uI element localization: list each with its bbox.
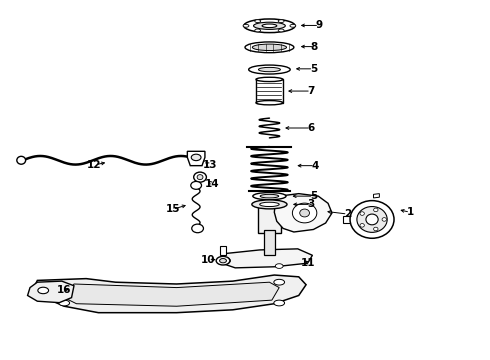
Text: 10: 10	[201, 255, 216, 265]
Ellipse shape	[360, 224, 365, 227]
Ellipse shape	[278, 20, 284, 23]
Text: 7: 7	[307, 86, 315, 96]
Ellipse shape	[194, 172, 206, 182]
FancyBboxPatch shape	[220, 246, 226, 255]
Ellipse shape	[260, 202, 279, 207]
Polygon shape	[373, 194, 379, 198]
Ellipse shape	[293, 203, 317, 223]
Ellipse shape	[366, 214, 378, 225]
Ellipse shape	[350, 201, 394, 238]
Ellipse shape	[220, 257, 230, 264]
Ellipse shape	[373, 208, 378, 212]
Ellipse shape	[243, 24, 249, 27]
Text: 6: 6	[307, 123, 315, 133]
Ellipse shape	[245, 42, 294, 53]
Ellipse shape	[252, 200, 287, 209]
Ellipse shape	[360, 212, 365, 215]
Text: 3: 3	[307, 199, 315, 210]
Ellipse shape	[253, 22, 285, 30]
Ellipse shape	[256, 100, 283, 105]
Text: 1: 1	[407, 207, 414, 217]
Ellipse shape	[191, 181, 201, 189]
Ellipse shape	[216, 256, 230, 265]
Text: 5: 5	[310, 191, 317, 201]
Ellipse shape	[382, 218, 387, 221]
Text: 14: 14	[204, 179, 219, 189]
Ellipse shape	[59, 285, 70, 291]
Text: 5: 5	[310, 64, 317, 74]
Ellipse shape	[220, 258, 226, 263]
Ellipse shape	[192, 224, 203, 233]
Text: 11: 11	[301, 258, 316, 268]
Polygon shape	[187, 151, 205, 166]
Text: 2: 2	[344, 209, 351, 219]
Text: 9: 9	[316, 21, 323, 31]
Ellipse shape	[373, 227, 378, 231]
Polygon shape	[64, 282, 279, 306]
Ellipse shape	[274, 300, 285, 306]
Ellipse shape	[278, 29, 284, 32]
Ellipse shape	[255, 20, 261, 23]
Ellipse shape	[258, 67, 280, 72]
FancyBboxPatch shape	[256, 80, 283, 103]
Text: 13: 13	[202, 160, 217, 170]
Ellipse shape	[244, 19, 295, 33]
Polygon shape	[34, 275, 306, 313]
Ellipse shape	[255, 29, 261, 32]
FancyBboxPatch shape	[264, 230, 275, 255]
Ellipse shape	[357, 207, 387, 232]
Ellipse shape	[256, 77, 283, 82]
Polygon shape	[221, 249, 313, 268]
FancyBboxPatch shape	[258, 206, 281, 233]
Text: 8: 8	[311, 42, 318, 51]
Ellipse shape	[290, 24, 296, 27]
Ellipse shape	[59, 300, 70, 306]
Ellipse shape	[262, 24, 277, 28]
Text: 4: 4	[311, 161, 318, 171]
Ellipse shape	[300, 209, 310, 217]
Ellipse shape	[191, 154, 201, 161]
Text: 16: 16	[57, 285, 72, 295]
Ellipse shape	[260, 194, 279, 198]
Ellipse shape	[275, 264, 283, 269]
Ellipse shape	[197, 175, 203, 180]
Ellipse shape	[248, 65, 290, 74]
Ellipse shape	[252, 44, 287, 50]
Polygon shape	[343, 216, 356, 223]
Ellipse shape	[17, 156, 25, 164]
Text: 12: 12	[87, 160, 102, 170]
Ellipse shape	[253, 193, 286, 200]
Polygon shape	[27, 281, 74, 303]
Polygon shape	[274, 194, 332, 232]
Ellipse shape	[38, 287, 49, 294]
Text: 15: 15	[166, 204, 180, 215]
Ellipse shape	[274, 279, 285, 285]
